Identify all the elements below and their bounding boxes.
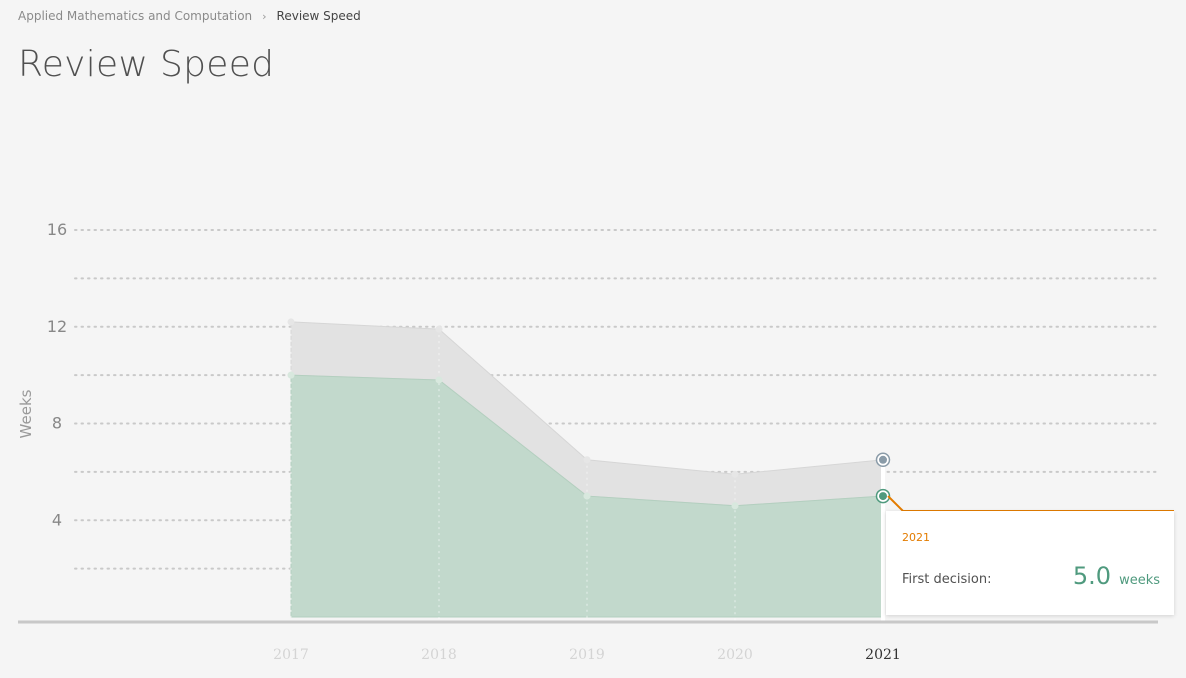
x-tick-label: 2021 bbox=[865, 647, 901, 663]
breadcrumb-parent-link[interactable]: Applied Mathematics and Computation bbox=[18, 9, 253, 23]
upper-point bbox=[731, 470, 739, 478]
upper-point bbox=[287, 318, 295, 326]
x-tick-label: 2020 bbox=[717, 647, 753, 663]
tooltip-value: 5.0 bbox=[1072, 562, 1112, 590]
tooltip-label: First decision: bbox=[902, 572, 992, 587]
upper-point-highlight-core bbox=[879, 455, 887, 464]
upper-point bbox=[583, 456, 591, 464]
x-axis-ticks: 2017 2018 2019 2020 2021 bbox=[273, 647, 901, 663]
first-decision-point bbox=[731, 502, 739, 510]
breadcrumb: Applied Mathematics and Computation › Re… bbox=[18, 9, 361, 23]
breadcrumb-current: Review Speed bbox=[276, 9, 361, 23]
first-decision-point bbox=[435, 376, 443, 384]
first-decision-point-highlight-core bbox=[879, 492, 887, 501]
upper-point bbox=[435, 325, 443, 333]
y-axis-label: Weeks bbox=[17, 389, 35, 438]
x-tick-label: 2017 bbox=[273, 647, 309, 663]
y-tick-label: 12 bbox=[47, 317, 67, 336]
tooltip-value-group: 5.0 weeks bbox=[1073, 562, 1160, 590]
tooltip-connector bbox=[887, 495, 1174, 512]
x-tick-label: 2019 bbox=[569, 647, 605, 663]
page-title: Review Speed bbox=[18, 44, 275, 85]
x-tick-label: 2018 bbox=[421, 647, 457, 663]
y-tick-label: 16 bbox=[47, 220, 67, 239]
first-decision-point bbox=[287, 371, 295, 379]
first-decision-point bbox=[583, 492, 591, 500]
y-axis-ticks: 4 8 12 16 bbox=[47, 220, 67, 529]
tooltip-year: 2021 bbox=[902, 531, 930, 544]
tooltip: 2021 First decision: 5.0 weeks bbox=[886, 511, 1174, 615]
y-tick-label: 8 bbox=[52, 414, 62, 433]
chevron-right-icon: › bbox=[262, 9, 267, 23]
y-tick-label: 4 bbox=[52, 510, 62, 529]
tooltip-unit: weeks bbox=[1119, 573, 1160, 588]
